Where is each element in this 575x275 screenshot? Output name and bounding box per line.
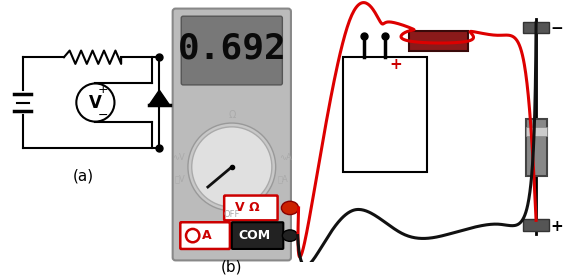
- Text: ∿V: ∿V: [172, 153, 185, 162]
- Text: +: +: [389, 57, 402, 72]
- Circle shape: [356, 95, 414, 153]
- Text: A: A: [202, 229, 212, 242]
- Circle shape: [191, 127, 272, 207]
- Polygon shape: [379, 103, 394, 145]
- Text: (a): (a): [72, 169, 94, 184]
- Text: ∿A: ∿A: [279, 153, 292, 162]
- Ellipse shape: [281, 201, 298, 214]
- Bar: [523, 22, 550, 33]
- Ellipse shape: [282, 230, 298, 241]
- Text: COM: COM: [239, 229, 271, 242]
- Bar: [409, 31, 469, 51]
- Text: (b): (b): [221, 259, 243, 274]
- Bar: [523, 219, 550, 231]
- Text: V: V: [89, 94, 102, 112]
- Text: Ω: Ω: [228, 111, 236, 120]
- Text: −: −: [98, 109, 108, 122]
- FancyBboxPatch shape: [181, 16, 282, 85]
- FancyBboxPatch shape: [224, 196, 278, 220]
- FancyBboxPatch shape: [181, 222, 230, 249]
- Text: ⎓A: ⎓A: [278, 174, 289, 183]
- FancyBboxPatch shape: [232, 222, 283, 249]
- Text: +: +: [550, 219, 563, 233]
- Polygon shape: [149, 90, 170, 105]
- Text: V Ω: V Ω: [235, 202, 259, 214]
- Circle shape: [188, 123, 275, 211]
- Text: +: +: [98, 83, 108, 96]
- Text: 0.692: 0.692: [178, 32, 286, 66]
- Text: −: −: [550, 21, 563, 36]
- Text: ⎓V: ⎓V: [175, 174, 186, 183]
- Bar: [526, 127, 547, 136]
- Text: OFF: OFF: [224, 210, 240, 219]
- FancyBboxPatch shape: [172, 9, 291, 260]
- Bar: [343, 57, 427, 172]
- Bar: [526, 119, 547, 177]
